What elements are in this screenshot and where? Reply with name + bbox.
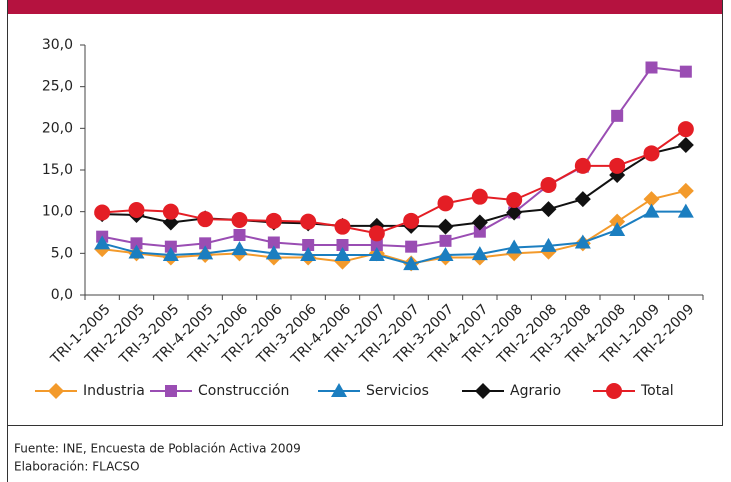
data-point bbox=[164, 240, 177, 253]
data-point bbox=[471, 188, 488, 205]
credit-note: Elaboración: FLACSO bbox=[14, 460, 140, 474]
data-point bbox=[403, 212, 420, 229]
data-point bbox=[506, 204, 523, 221]
data-point bbox=[540, 237, 557, 252]
data-point bbox=[197, 211, 214, 228]
legend-marker bbox=[606, 383, 622, 399]
data-point bbox=[643, 191, 660, 208]
legend-label: Industria bbox=[83, 383, 145, 399]
data-point bbox=[231, 212, 248, 228]
y-tick-label: 0,0 bbox=[51, 287, 73, 303]
data-point bbox=[437, 218, 454, 235]
data-point bbox=[574, 191, 591, 208]
data-point bbox=[677, 137, 694, 153]
data-point bbox=[368, 247, 385, 261]
data-point bbox=[471, 214, 488, 231]
data-point bbox=[679, 65, 692, 78]
data-point bbox=[336, 239, 349, 251]
data-point bbox=[128, 244, 145, 259]
data-point bbox=[677, 182, 694, 199]
legend-label: Agrario bbox=[510, 383, 561, 399]
data-point bbox=[506, 192, 523, 208]
data-point bbox=[540, 177, 557, 193]
data-point bbox=[162, 203, 179, 220]
data-point bbox=[265, 245, 282, 260]
data-point bbox=[233, 229, 246, 241]
data-point bbox=[231, 241, 248, 256]
data-point bbox=[403, 256, 420, 271]
legend-marker bbox=[475, 383, 491, 399]
data-point bbox=[643, 203, 660, 218]
legend-label: Servicios bbox=[366, 383, 429, 399]
data-point bbox=[265, 212, 282, 229]
data-point bbox=[609, 157, 626, 174]
legend-marker bbox=[48, 383, 64, 399]
data-point bbox=[370, 239, 383, 251]
series-line bbox=[101, 210, 686, 266]
data-point bbox=[574, 157, 591, 174]
header-bar bbox=[7, 0, 723, 14]
y-tick-label: 15,0 bbox=[42, 162, 73, 178]
data-point bbox=[677, 203, 694, 218]
legend-marker bbox=[165, 385, 177, 397]
data-point bbox=[94, 235, 111, 250]
data-point bbox=[506, 239, 523, 254]
data-point bbox=[302, 239, 315, 251]
data-point bbox=[437, 195, 454, 212]
data-point bbox=[267, 236, 280, 249]
legend-label: Total bbox=[640, 383, 674, 399]
data-point bbox=[130, 237, 143, 250]
data-point bbox=[574, 234, 591, 249]
data-point bbox=[199, 237, 212, 250]
data-point bbox=[334, 247, 351, 261]
y-tick-label: 25,0 bbox=[42, 79, 73, 95]
data-point bbox=[439, 234, 452, 247]
y-tick-label: 30,0 bbox=[42, 37, 73, 53]
data-point bbox=[540, 201, 557, 218]
series-line bbox=[102, 144, 687, 228]
source-note: Fuente: INE, Encuesta de Población Activ… bbox=[14, 442, 301, 456]
data-point bbox=[300, 247, 317, 261]
data-point bbox=[609, 222, 626, 236]
y-tick-label: 5,0 bbox=[51, 245, 73, 261]
data-point bbox=[128, 202, 145, 218]
data-point bbox=[611, 109, 624, 122]
data-point bbox=[334, 218, 351, 235]
y-tick-label: 10,0 bbox=[42, 204, 73, 220]
data-point bbox=[609, 213, 626, 230]
data-point bbox=[473, 225, 486, 238]
data-point bbox=[643, 145, 660, 162]
data-point bbox=[437, 247, 454, 261]
data-point bbox=[471, 246, 488, 261]
legend-marker bbox=[331, 383, 347, 397]
data-point bbox=[197, 245, 214, 260]
data-point bbox=[300, 213, 317, 230]
data-point bbox=[645, 61, 658, 74]
data-point bbox=[162, 247, 179, 261]
y-tick-label: 20,0 bbox=[42, 120, 73, 136]
data-point bbox=[368, 225, 385, 242]
data-point bbox=[405, 240, 418, 253]
data-point bbox=[334, 253, 351, 270]
data-point bbox=[94, 204, 111, 221]
legend-label: Construcción bbox=[198, 383, 289, 399]
data-point bbox=[677, 121, 694, 138]
